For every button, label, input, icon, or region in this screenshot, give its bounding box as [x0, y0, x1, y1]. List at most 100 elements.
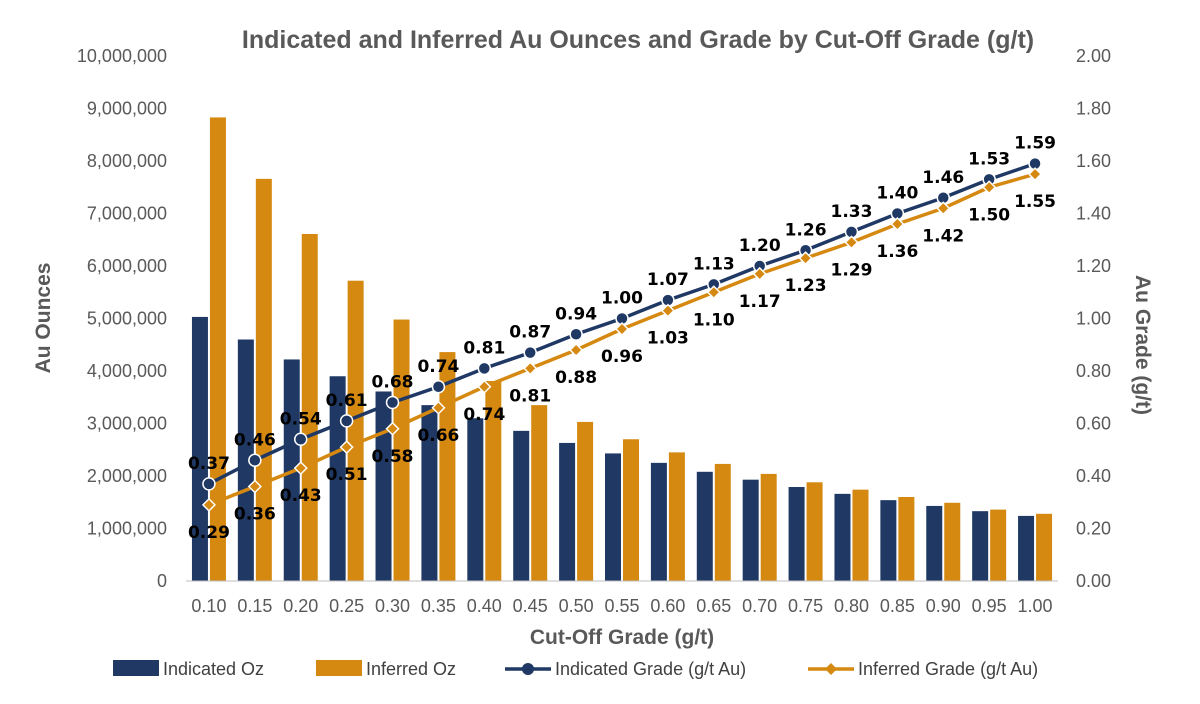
y-axis-title: Au Ounces	[32, 263, 55, 374]
y2-tick-label: 1.80	[1076, 99, 1111, 119]
x-tick-label: 0.80	[834, 596, 869, 616]
inferred-grade-label: 1.42	[922, 226, 964, 246]
indicated-grade-label: 0.74	[417, 357, 459, 377]
y2-tick-label: 1.20	[1076, 256, 1111, 276]
bar-inferred	[485, 380, 502, 581]
inferred-grade-marker	[569, 342, 584, 358]
y2-tick-label: 0.00	[1076, 571, 1111, 591]
legend-inferred-grade-text: Inferred Grade (g/t Au)	[858, 659, 1038, 679]
indicated-grade-label: 0.87	[509, 323, 551, 343]
x-tick-label: 0.90	[926, 596, 961, 616]
inferred-grade-label: 1.29	[830, 260, 872, 280]
legend-indicated-oz-swatch	[113, 660, 159, 676]
y-tick-label: 6,000,000	[87, 256, 167, 276]
bar-indicated	[559, 442, 576, 581]
bar-inferred	[990, 509, 1007, 581]
bar-inferred	[623, 439, 639, 581]
inferred-grade-marker	[660, 303, 675, 318]
indicated-grade-label: 1.53	[968, 149, 1010, 169]
indicated-grade-marker	[339, 414, 354, 428]
inferred-grade-marker	[339, 440, 354, 455]
inferred-grade-label: 1.36	[876, 242, 918, 262]
data-labels-layer: 0.370.460.540.610.680.740.810.870.941.00…	[188, 134, 1056, 543]
inferred-grade-marker	[477, 379, 492, 394]
inferred-grade-marker	[982, 180, 997, 195]
indicated-grade-marker	[385, 395, 400, 410]
bar-inferred	[209, 117, 226, 582]
inferred-grade-label: 1.50	[968, 205, 1010, 225]
bar-indicated	[375, 391, 392, 581]
x-tick-label: 0.75	[788, 596, 823, 616]
bars-layer	[191, 117, 1053, 582]
bar-inferred	[806, 482, 823, 581]
y-tick-label: 7,000,000	[87, 204, 167, 224]
x-tick-label: 1.00	[1018, 596, 1053, 616]
y-tick-label: 9,000,000	[87, 99, 167, 119]
y-tick-label: 3,000,000	[87, 414, 167, 434]
x-tick-label: 0.40	[467, 596, 502, 616]
bar-indicated	[650, 462, 667, 581]
y2-tick-label: 2.00	[1076, 46, 1111, 66]
inferred-grade-label: 1.03	[647, 329, 689, 349]
indicated-grade-label: 0.46	[234, 430, 276, 450]
inferred-grade-label: 1.55	[1014, 192, 1056, 212]
bar-indicated	[926, 505, 943, 581]
indicated-grade-marker	[202, 477, 216, 491]
inferred-grade-marker	[201, 497, 217, 512]
bar-indicated	[421, 405, 438, 581]
x-tick-label: 0.30	[375, 596, 410, 616]
bar-indicated	[834, 493, 851, 581]
x-tick-label: 0.50	[559, 596, 594, 616]
x-tick-label: 0.70	[742, 596, 777, 616]
y-tick-label: 8,000,000	[87, 151, 167, 171]
inferred-grade-marker	[293, 461, 308, 476]
x-tick-label: 0.55	[604, 596, 639, 616]
lines-layer	[201, 156, 1043, 512]
bar-inferred	[852, 489, 869, 581]
inferred-grade-label: 1.10	[693, 310, 735, 330]
inferred-grade-label: 0.29	[188, 523, 230, 543]
x-tick-label: 0.25	[329, 596, 364, 616]
indicated-grade-label: 1.26	[785, 220, 827, 240]
y-tick-label: 0	[157, 571, 167, 591]
y2-tick-label: 0.20	[1076, 519, 1111, 539]
inferred-grade-label: 1.23	[785, 276, 827, 296]
bar-indicated	[191, 316, 208, 581]
x-tick-label: 0.95	[972, 596, 1007, 616]
indicated-grade-marker	[477, 361, 492, 376]
inferred-grade-marker	[844, 235, 859, 250]
inferred-grade-line	[208, 172, 1036, 507]
bar-inferred	[301, 233, 318, 581]
x-tick-label: 0.10	[191, 596, 226, 616]
bar-inferred	[898, 497, 915, 581]
x-tick-label: 0.60	[650, 596, 685, 616]
inferred-grade-label: 1.17	[739, 292, 781, 312]
inferred-grade-label: 0.58	[372, 447, 414, 467]
inferred-grade-marker	[798, 251, 813, 266]
bar-inferred	[668, 452, 685, 581]
x-tick-label: 0.85	[880, 596, 915, 616]
bar-indicated	[972, 511, 989, 581]
inferred-grade-marker	[385, 421, 400, 436]
y2-axis-title: Au Grade (g/t)	[1131, 275, 1154, 415]
bar-inferred	[714, 463, 731, 581]
y2-tick-label: 0.40	[1076, 466, 1111, 486]
chart-title: Indicated and Inferred Au Ounces and Gra…	[242, 26, 1034, 54]
y-tick-label: 4,000,000	[87, 361, 167, 381]
y2-tick-label: 0.80	[1076, 361, 1111, 381]
legend-inferred-grade-swatch-marker	[825, 663, 837, 675]
bar-indicated	[467, 418, 484, 581]
indicated-grade-label: 1.20	[739, 236, 781, 256]
indicated-grade-label: 0.94	[555, 304, 597, 324]
legend: Indicated Oz Inferred Oz Indicated Grade (…	[113, 659, 1038, 679]
inferred-grade-marker	[1027, 167, 1043, 182]
indicated-grade-marker	[293, 432, 308, 446]
inferred-grade-marker	[523, 361, 538, 376]
y-tick-label: 1,000,000	[87, 519, 167, 539]
y2-tick-label: 1.40	[1076, 204, 1111, 224]
inferred-grade-marker	[614, 321, 630, 337]
y2-tick-label: 0.60	[1076, 414, 1111, 434]
y-tick-label: 5,000,000	[87, 309, 167, 329]
